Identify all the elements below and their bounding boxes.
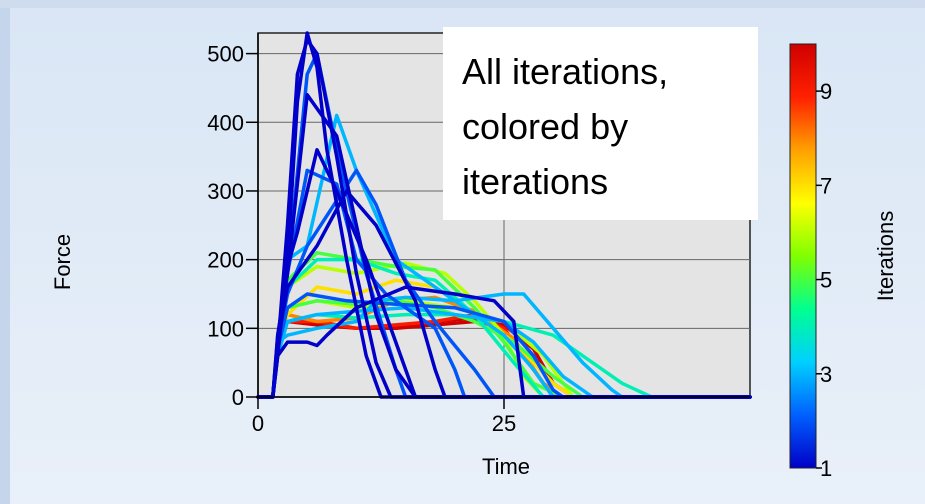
y-tick-label: 100 [207,316,244,341]
y-tick-label: 500 [207,42,244,67]
x-tick-label: 0 [252,411,264,436]
annotation-line-1: All iterations, [462,51,668,92]
series-layer [256,31,752,399]
y-tick-label: 300 [207,179,244,204]
colorbar-tick-label: 5 [820,268,832,293]
colorbar-tick-label: 7 [820,173,832,198]
y-tick-label: 0 [232,385,244,410]
window-edge-left [0,0,10,504]
colorbar [789,43,817,469]
series-line [256,189,752,399]
y-tick-label: 200 [207,248,244,273]
colorbar-ticks: 1 3 5 7 9 [816,79,832,481]
colorbar-tick-label: 3 [820,362,832,387]
annotation-line-3: iterations [462,161,608,202]
colorbar-tick-label: 9 [820,79,832,104]
y-tick-label: 400 [207,110,244,135]
annotation-line-2: colored by [462,106,628,147]
x-axis-title: Time [482,454,530,479]
y-axis-title: Force [50,234,75,290]
window-edge-top [0,0,925,8]
series-line [256,285,752,399]
colorbar-title: Iterations [873,211,898,302]
x-tick-label: 25 [492,411,516,436]
annotation-box [443,27,758,220]
axes: 0 100 200 300 400 500 0 25 [207,33,750,436]
colorbar-tick-label: 1 [820,456,832,481]
